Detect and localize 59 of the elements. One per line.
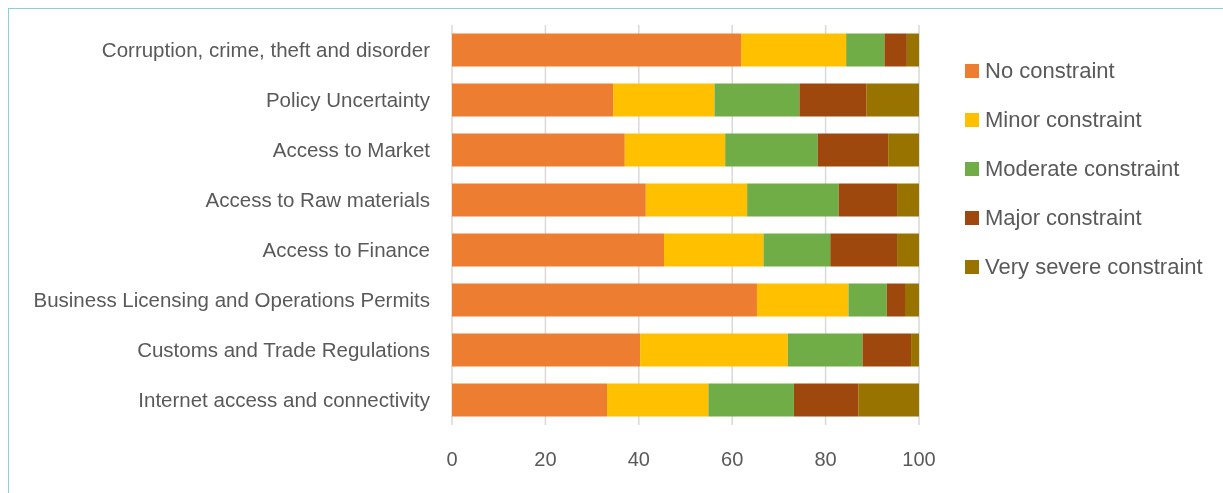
bar (846, 33, 885, 67)
bar (452, 83, 614, 117)
bar (858, 383, 919, 417)
y-tick-label: Customs and Trade Regulations (137, 338, 430, 362)
bar (613, 83, 715, 117)
bar (866, 83, 919, 117)
bar (763, 233, 831, 267)
bar (862, 333, 912, 367)
bar (645, 183, 748, 217)
bar (888, 133, 919, 167)
bar (897, 233, 919, 267)
y-tick-label: Access to Raw materials (205, 188, 430, 212)
bar (452, 133, 625, 167)
bar (884, 33, 907, 67)
bar (848, 283, 887, 317)
bar (452, 283, 757, 317)
bar (664, 233, 764, 267)
y-tick-label: Access to Finance (262, 238, 430, 262)
bar (452, 233, 665, 267)
bar (897, 183, 919, 217)
bar (452, 333, 641, 367)
x-tick-label: 40 (627, 448, 650, 471)
legend-label: No constraint (985, 58, 1115, 85)
bar (741, 33, 847, 67)
bar (911, 333, 919, 367)
legend-label: Major constraint (985, 204, 1142, 231)
legend-label: Minor constraint (985, 107, 1142, 134)
x-tick-label: 0 (446, 448, 458, 471)
bar (793, 383, 859, 417)
legend-label: Very severe constraint (985, 253, 1203, 280)
x-tick-label: 60 (721, 448, 744, 471)
bar (830, 233, 898, 267)
bar (787, 333, 863, 367)
legend-label: Moderate constraint (985, 155, 1180, 182)
y-tick-label: Access to Market (272, 138, 431, 162)
bar (886, 283, 905, 317)
x-tick-label: 20 (534, 448, 557, 471)
bar (714, 83, 800, 117)
x-tick-label: 80 (814, 448, 837, 471)
bar (904, 283, 919, 317)
y-tick-label: Policy Uncertainty (265, 88, 431, 112)
bar (452, 383, 608, 417)
x-tick-label: 100 (902, 448, 936, 471)
y-tick-label: Internet access and connectivity (138, 388, 431, 412)
bar (640, 333, 788, 367)
bar (906, 33, 919, 67)
bar (747, 183, 839, 217)
bar (799, 83, 867, 117)
bar (756, 283, 849, 317)
y-tick-label: Corruption, crime, theft and disorder (101, 38, 431, 62)
bar (708, 383, 794, 417)
bar (452, 33, 742, 67)
bar (452, 183, 646, 217)
bar (607, 383, 709, 417)
bar (725, 133, 818, 167)
y-tick-label: Business Licensing and Operations Permits (33, 288, 430, 312)
bar (624, 133, 726, 167)
bar (838, 183, 898, 217)
bar (817, 133, 889, 167)
